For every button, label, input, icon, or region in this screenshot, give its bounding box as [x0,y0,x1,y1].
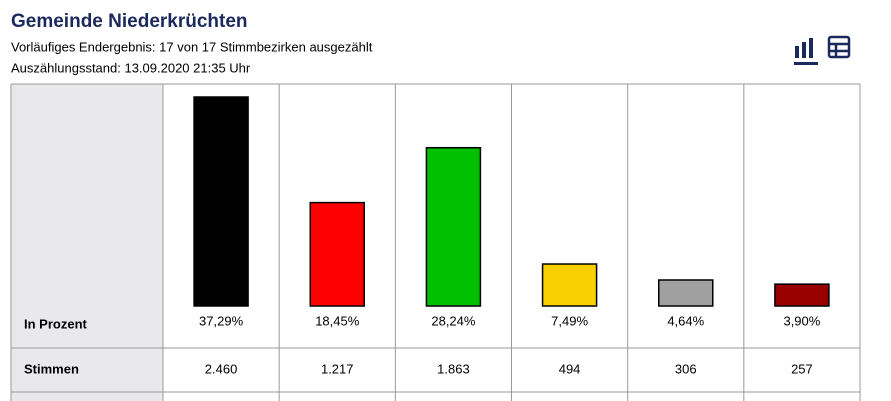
votes: 1.217 [321,361,354,376]
votes: 306 [675,361,697,376]
row-label: Stimmen [24,361,79,376]
votes: 494 [559,361,581,376]
votes: 2.460 [205,361,238,376]
bar [425,146,482,307]
votes: 1.863 [437,361,470,376]
bar [541,263,598,307]
bar [774,283,830,307]
value-label: 28,24% [431,313,476,328]
value-label: 7,49% [551,313,588,328]
status: Auszählungsstand: 13.09.2020 21:35 Uhr [11,60,251,75]
bar [658,279,714,307]
value-label: 4,64% [667,313,704,328]
table-view-icon[interactable] [827,35,851,59]
value-label: 37,29% [199,313,244,328]
value-label: 18,45% [315,313,360,328]
row-label: In Prozent [24,316,88,331]
chart-view-icon[interactable] [794,38,818,65]
bar [193,96,249,307]
title: Gemeinde Niederkrüchten [11,11,248,32]
bar [309,201,365,307]
value-label: 3,90% [783,313,820,328]
votes: 257 [791,361,813,376]
subtitle: Vorläufiges Endergebnis: 17 von 17 Stimm… [11,39,373,54]
label-column [11,84,163,401]
